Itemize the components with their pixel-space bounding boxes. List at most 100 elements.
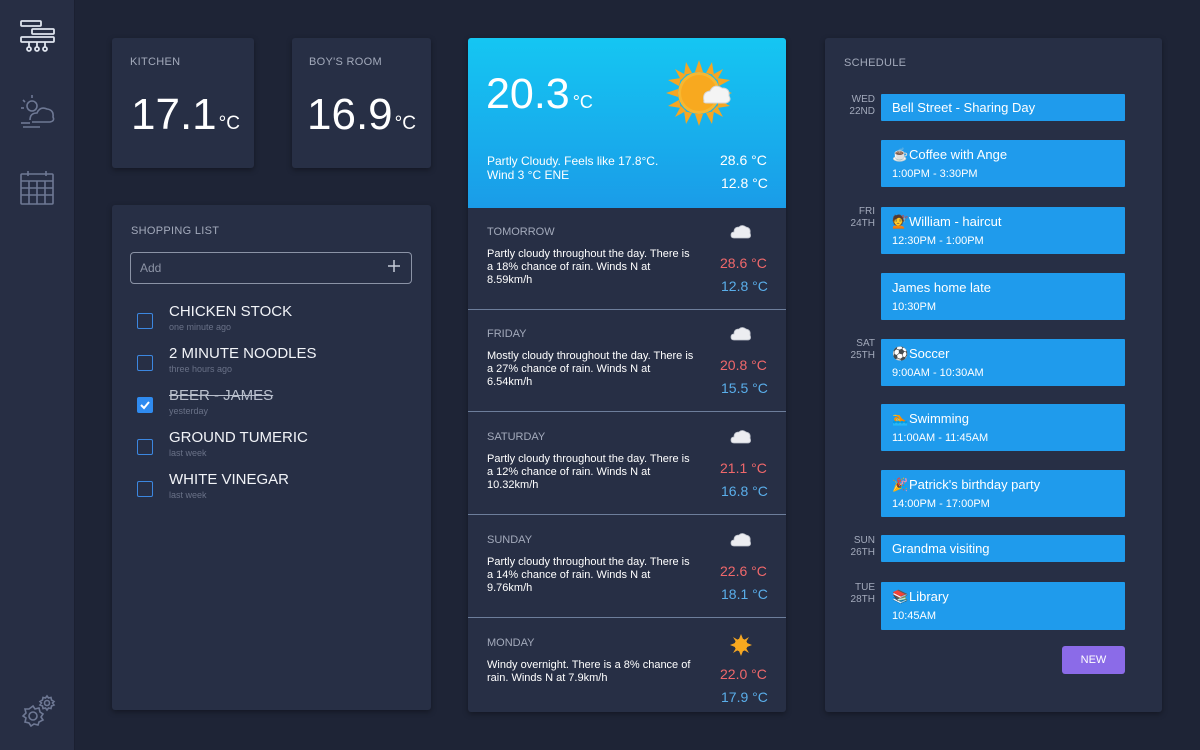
shopping-item: CHICKEN STOCK one minute ago [137,303,427,343]
day-dow: WED [851,94,875,105]
event-library[interactable]: 📚Library 10:45AM [881,582,1125,630]
forecast-description: Partly cloudy throughout the day. There … [487,453,690,491]
event-title: James home late [892,280,991,295]
shopping-add-input[interactable] [131,253,371,283]
plus-icon[interactable] [387,259,401,273]
current-temp-unit: °C [572,92,593,112]
schedule-card: SCHEDULE WED 22ND FRI 24TH SAT 25TH SUN 26TH… [825,38,1162,712]
current-temp-value: 20.3 [486,70,570,118]
item-checkbox[interactable] [137,439,153,455]
current-desc-line1: Partly Cloudy. Feels like 17.8°C. [487,154,659,168]
event-haircut[interactable]: 💇William - haircut 12:30PM - 1:00PM [881,207,1125,254]
event-bell-street[interactable]: Bell Street - Sharing Day [881,94,1125,121]
item-time: yesterday [169,406,209,416]
forecast-high: 22.0 °C [720,666,767,682]
event-james-late[interactable]: James home late 10:30PM [881,273,1125,320]
schedule-title: SCHEDULE [844,57,907,69]
event-time: 11:00AM - 11:45AM [892,432,989,444]
forecast-day: MONDAY Windy overnight. There is a 8% ch… [468,619,786,712]
sun-cloud-icon [666,60,732,126]
event-time: 12:30PM - 1:00PM [892,235,984,247]
item-name: GROUND TUMERIC [169,429,308,446]
cloud-icon [730,533,751,547]
event-title: 🎉Patrick's birthday party [892,477,1040,493]
event-grandma[interactable]: Grandma visiting [881,535,1125,562]
event-coffee[interactable]: ☕Coffee with Ange 1:00PM - 3:30PM [881,140,1125,187]
item-name: BEER - JAMES [169,387,274,404]
current-low: 12.8 °C [721,175,768,191]
shopping-list-title: SHOPPING LIST [131,225,220,237]
event-title: Grandma visiting [892,541,990,556]
boys-room-label: BOY'S ROOM [309,56,382,68]
swimmer-icon: 🏊 [892,411,909,426]
item-time: one minute ago [169,322,232,332]
item-name: 2 MINUTE NOODLES [169,345,317,362]
day-dow: SUN [853,535,875,546]
forecast-day-name: SUNDAY [487,534,533,546]
forecast-day: FRIDAY Mostly cloudy throughout the day.… [468,310,786,412]
forecast-description: Mostly cloudy throughout the day. There … [487,350,694,388]
event-time: 1:00PM - 3:30PM [892,168,978,180]
item-checkbox[interactable] [137,355,153,371]
shopping-list-card: SHOPPING LIST CHICKEN STOCK one minute a… [112,205,431,710]
forecast-high: 28.6 °C [720,255,767,271]
forecast-day: TOMORROW Partly cloudy throughout the da… [468,208,786,310]
weather-card: 20.3 °C Partly Cloudy. Feels like 17.8°C.… [468,38,786,712]
event-time: 9:00AM - 10:30AM [892,367,984,379]
event-title: ☕Coffee with Ange [892,147,1007,163]
forecast-description: Partly cloudy throughout the day. There … [487,556,690,594]
day-dow: TUE [855,582,875,593]
weather-icon[interactable] [18,92,58,132]
forecast-low: 16.8 °C [721,483,768,499]
day-label-fri: FRI 24TH [825,206,875,230]
forecast-description: Partly cloudy throughout the day. There … [487,248,690,286]
forecast-high: 21.1 °C [720,460,767,476]
boys-room-temperature: 16.9 °C [307,90,416,140]
kitchen-temperature: 17.1 °C [131,90,240,140]
current-desc-line2: Wind 3 °C ENE [487,168,570,182]
kitchen-temp-unit: °C [218,113,240,134]
event-title-text: Soccer [909,346,950,361]
item-time: last week [169,490,207,500]
event-swimming[interactable]: 🏊Swimming 11:00AM - 11:45AM [881,404,1125,451]
shopping-add-box [130,252,412,284]
sun-icon [730,634,752,656]
event-title-text: Library [909,589,949,604]
forecast-day-name: MONDAY [487,637,535,649]
forecast-day-name: SATURDAY [487,431,546,443]
item-checkbox[interactable] [137,481,153,497]
calendar-icon[interactable] [18,168,58,208]
cloud-icon [730,327,751,341]
shopping-item: GROUND TUMERIC last week [137,429,427,469]
boys-room-temp-value: 16.9 [307,90,393,139]
item-name: CHICKEN STOCK [169,303,293,320]
event-title: Bell Street - Sharing Day [892,100,1036,115]
settings-gears-icon[interactable] [18,692,58,732]
day-dow: SAT [856,338,875,349]
event-soccer[interactable]: ⚽Soccer 9:00AM - 10:30AM [881,339,1125,386]
forecast-day: SUNDAY Partly cloudy throughout the day.… [468,516,786,618]
current-weather: 20.3 °C Partly Cloudy. Feels like 17.8°C.… [468,38,786,208]
kitchen-label: KITCHEN [130,56,181,68]
event-time: 10:45AM [892,610,937,622]
forecast-low: 12.8 °C [721,278,768,294]
day-label-sat: SAT 25TH [825,338,875,362]
item-checkbox-checked[interactable] [137,397,153,413]
event-title: 📚Library [892,589,949,605]
day-label-tue: TUE 28TH [825,582,875,606]
boys-room-temp-unit: °C [394,113,416,134]
item-checkbox[interactable] [137,313,153,329]
day-dow: FRI [858,206,875,217]
item-time: last week [169,448,207,458]
event-birthday[interactable]: 🎉Patrick's birthday party 14:00PM - 17:0… [881,470,1125,517]
day-label-wed: WED 22ND [825,94,875,118]
new-event-button[interactable]: NEW [1062,646,1125,674]
forecast-low: 18.1 °C [721,586,768,602]
event-title: 💇William - haircut [892,214,1001,230]
event-time: 10:30PM [892,301,937,313]
kitchen-temp-card: KITCHEN 17.1 °C [112,38,254,168]
home-devices-icon[interactable] [18,16,58,56]
forecast-high: 22.6 °C [720,563,767,579]
forecast-low: 15.5 °C [721,380,768,396]
day-label-sun: SUN 26TH [825,535,875,559]
